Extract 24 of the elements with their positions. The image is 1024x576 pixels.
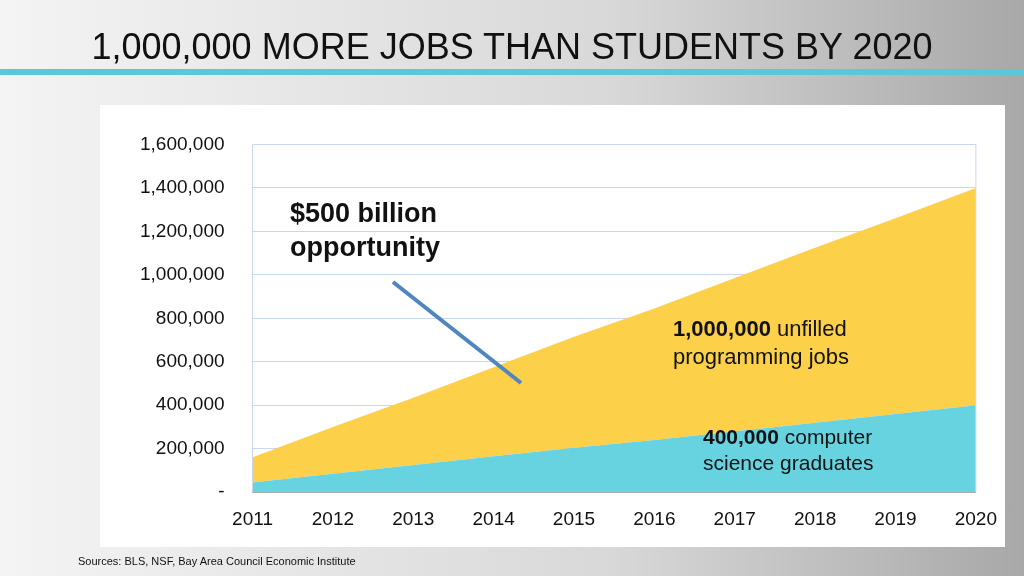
y-tick-label: 1,000,000: [139, 263, 225, 285]
x-tick-label: 2018: [793, 507, 837, 529]
chart-title: 1,000,000 MORE JOBS THAN STUDENTS BY 2020: [90, 26, 934, 68]
y-tick-label: 1,400,000: [139, 176, 225, 198]
x-tick-label: 2012: [311, 507, 355, 529]
annotation: 1,000,000 unfilled programming jobs: [673, 316, 850, 369]
y-tick-label: 1,200,000: [139, 219, 225, 241]
y-tick-label: -: [218, 480, 225, 502]
x-tick-label: 2011: [232, 507, 273, 529]
x-tick-label: 2016: [633, 507, 676, 529]
x-tick-label: 2020: [954, 507, 998, 529]
annotation: 400,000 computer science graduates: [703, 425, 874, 475]
y-tick-label: 800,000: [155, 306, 225, 328]
y-tick-label: 400,000: [155, 393, 225, 415]
y-tick-label: 600,000: [155, 350, 225, 372]
source-note: Sources: BLS, NSF, Bay Area Council Economic Institute: [78, 555, 357, 569]
x-tick-label: 2017: [713, 507, 756, 529]
y-tick-label: 200,000: [155, 436, 225, 458]
x-tick-label: 2015: [552, 507, 596, 529]
x-tick-label: 2019: [874, 507, 917, 529]
x-tick-label: 2014: [472, 507, 516, 529]
annotation: $500 billion opportunity: [290, 197, 441, 264]
y-tick-label: 1,600,000: [139, 132, 225, 154]
x-tick-label: 2013: [392, 507, 435, 529]
